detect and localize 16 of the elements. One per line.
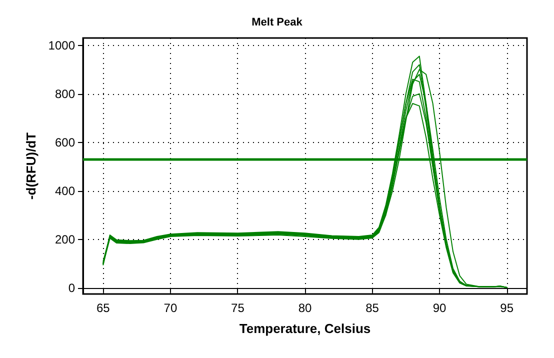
chart-title: Melt Peak [252,16,304,28]
y-tick-label: 800 [54,86,76,101]
x-tick-label: 95 [500,301,514,315]
x-axis-title: Temperature, Celsius [239,321,371,336]
x-tick-label: 85 [366,301,380,315]
x-tick-label: 70 [164,301,178,315]
x-tick-label: 80 [298,301,312,315]
y-axis-title: -d(RFU)/dT [23,132,38,200]
y-tick-label: 200 [54,232,76,246]
x-tick-label: 75 [231,301,245,315]
y-tick-label: 1000 [48,38,76,52]
x-tick-label: 90 [432,301,447,315]
y-tick-label: 0 [68,280,76,295]
y-tick-label: 400 [54,184,76,198]
y-tick-label: 600 [54,135,76,150]
x-tick-label: 65 [96,301,110,315]
